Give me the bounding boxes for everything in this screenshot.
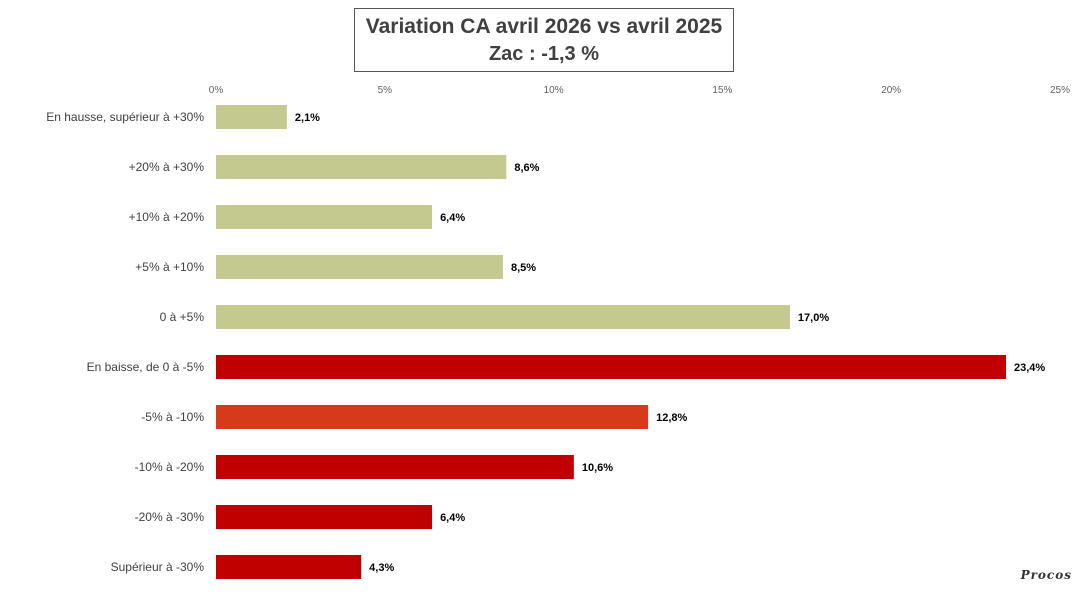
category-label: +5% à +10% — [135, 260, 204, 274]
x-tick-label: 20% — [881, 85, 901, 96]
x-tick-label: 10% — [544, 85, 564, 96]
bar — [216, 555, 362, 579]
data-labels: 2,1% 8,6% 6,4% 8,5% 17,0% 23,4% 12,8% 10,6% 6,4%… — [295, 112, 1045, 574]
category-label: -10% à -20% — [135, 460, 205, 474]
signature-logo: Procos — [1020, 568, 1072, 582]
category-label: En hausse, supérieur à +30% — [46, 110, 204, 124]
data-label: 8,5% — [511, 262, 536, 274]
bars — [216, 105, 1006, 579]
data-label: 2,1% — [295, 112, 320, 124]
bar — [216, 155, 507, 179]
category-labels: En hausse, supérieur à +30% +20% à +30% +1… — [46, 110, 204, 574]
x-tick-label: 15% — [712, 85, 732, 96]
x-tick-label: 5% — [378, 85, 393, 96]
chart-subtitle: Zac : -1,3 % — [488, 43, 600, 65]
x-tick-label: 0% — [209, 85, 224, 96]
bar — [216, 255, 503, 279]
data-label: 8,6% — [514, 162, 539, 174]
chart-title-box: Variation CA avril 2026 vs avril 2025 Za… — [354, 8, 734, 72]
bar — [216, 205, 433, 229]
data-label: 23,4% — [1014, 362, 1045, 374]
data-label: 6,4% — [440, 512, 465, 524]
bar — [216, 405, 649, 429]
data-label: 17,0% — [798, 312, 829, 324]
bar — [216, 355, 1006, 379]
bar — [216, 105, 287, 129]
data-label: 4,3% — [369, 562, 394, 574]
data-label: 10,6% — [582, 462, 613, 474]
bar — [216, 305, 790, 329]
category-label: +20% à +30% — [129, 160, 205, 174]
data-label: 6,4% — [440, 212, 465, 224]
bar — [216, 505, 433, 529]
category-label: +10% à +20% — [129, 210, 205, 224]
chart-title: Variation CA avril 2026 vs avril 2025 — [365, 15, 723, 38]
bar — [216, 455, 574, 479]
x-axis-ticks: 0% 5% 10% 15% 20% 25% — [209, 85, 1070, 96]
x-tick-label: 25% — [1050, 85, 1070, 96]
category-label: -20% à -30% — [135, 510, 205, 524]
category-label: En baisse, de 0 à -5% — [87, 360, 205, 374]
data-label: 12,8% — [656, 412, 687, 424]
category-label: 0 à +5% — [160, 310, 205, 324]
category-label: -5% à -10% — [141, 410, 204, 424]
category-label: Supérieur à -30% — [111, 560, 205, 574]
